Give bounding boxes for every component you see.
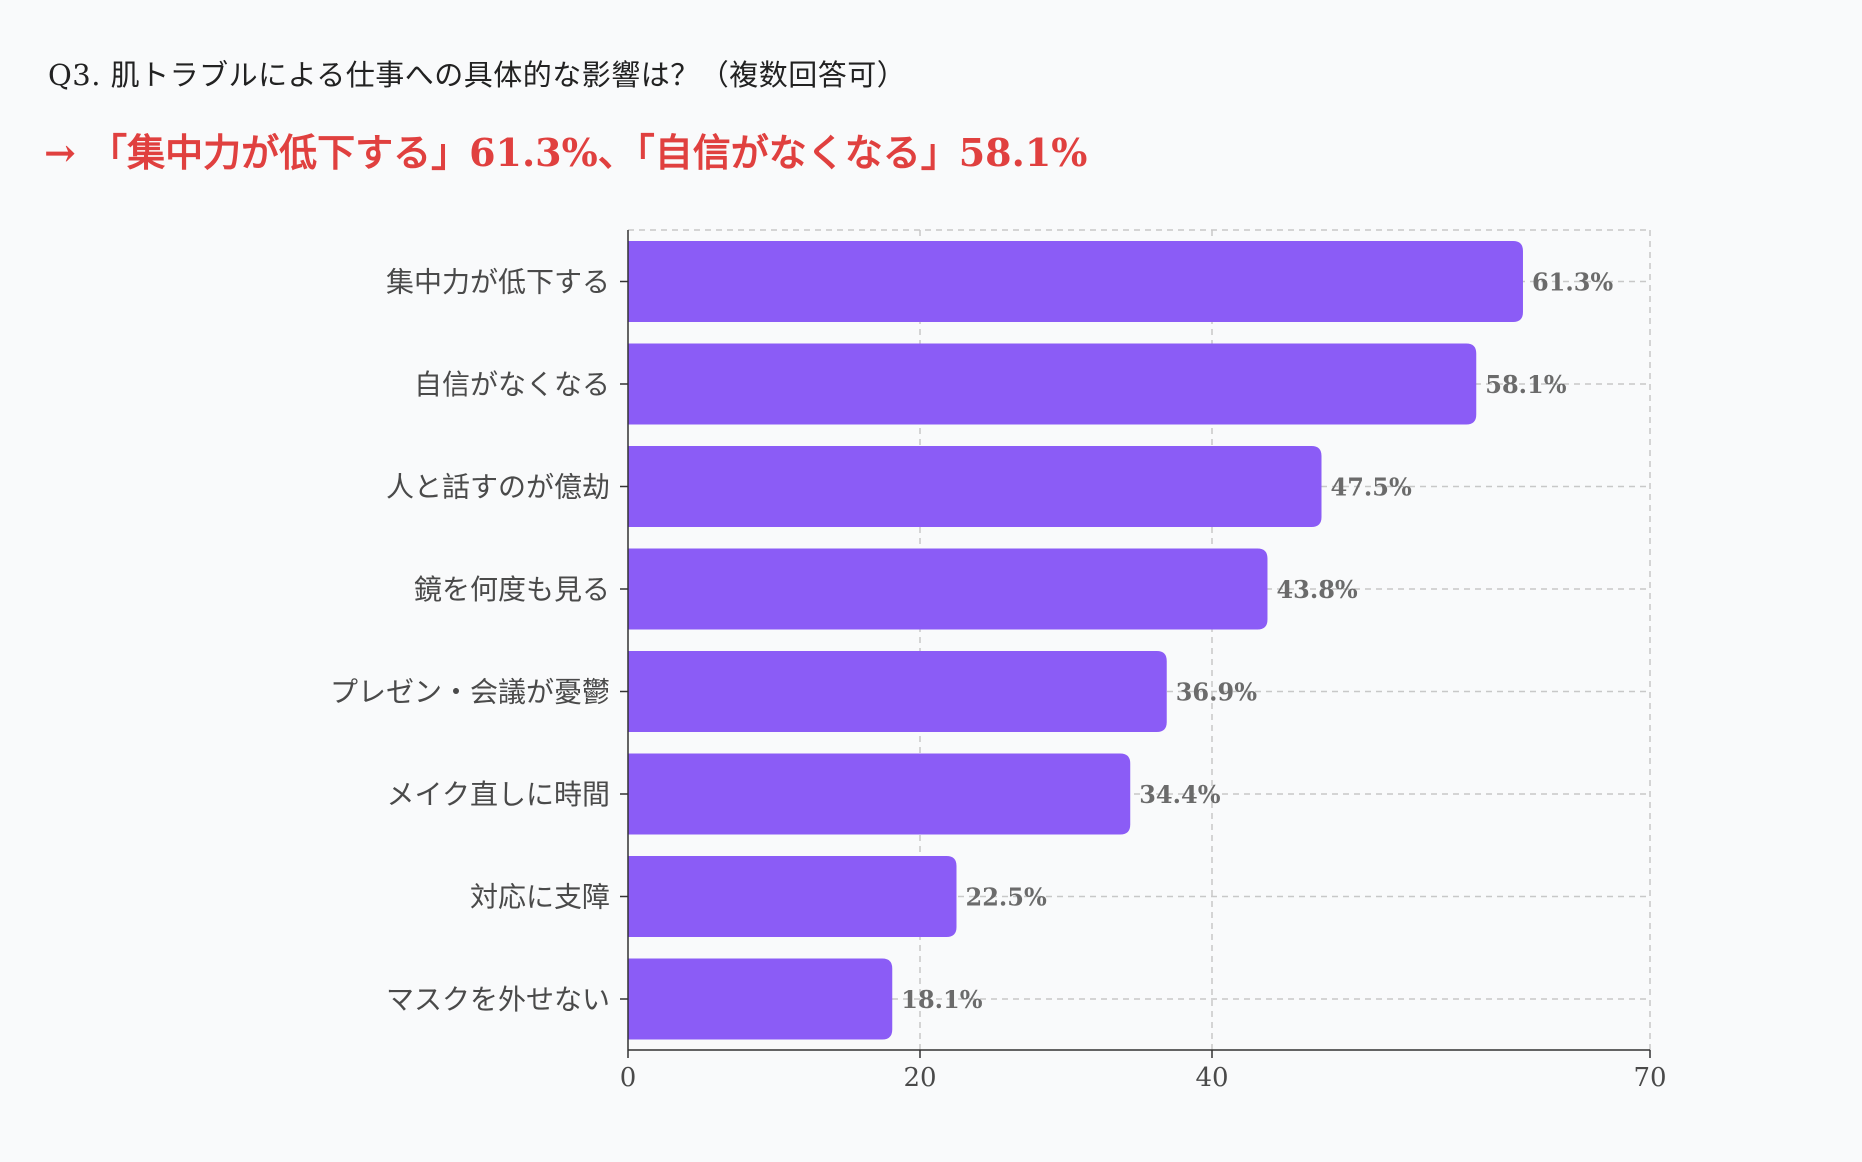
value-label: 61.3% bbox=[1532, 268, 1613, 297]
category-label: 人と話すのが億劫 bbox=[386, 471, 610, 504]
value-label: 47.5% bbox=[1331, 473, 1412, 502]
bar bbox=[628, 343, 1477, 425]
category-label: 自信がなくなる bbox=[414, 368, 610, 401]
chart-headline: → 「集中力が低下する」61.3%、「自信がなくなる」58.1% bbox=[44, 130, 1088, 175]
x-tick-label: 20 bbox=[903, 1063, 936, 1093]
value-label: 22.5% bbox=[966, 883, 1047, 912]
bar bbox=[628, 548, 1268, 630]
value-label: 36.9% bbox=[1176, 678, 1257, 707]
bar bbox=[628, 446, 1322, 527]
value-label: 58.1% bbox=[1485, 370, 1566, 399]
x-tick-label: 0 bbox=[620, 1063, 637, 1093]
category-label: 集中力が低下する bbox=[386, 266, 610, 299]
bar bbox=[628, 651, 1167, 732]
x-tick-label: 40 bbox=[1195, 1063, 1228, 1093]
x-tick-label: 70 bbox=[1633, 1063, 1666, 1093]
bar bbox=[628, 753, 1131, 835]
bar bbox=[628, 241, 1523, 322]
category-label: マスクを外せない bbox=[386, 983, 610, 1016]
value-label: 18.1% bbox=[901, 985, 982, 1014]
category-label: 鏡を何度も見る bbox=[414, 573, 610, 606]
category-label: 対応に支障 bbox=[470, 881, 610, 914]
bar bbox=[628, 958, 893, 1040]
value-label: 34.4% bbox=[1139, 780, 1220, 809]
category-label: プレゼン・会議が憂鬱 bbox=[330, 676, 610, 709]
value-label: 43.8% bbox=[1276, 575, 1357, 604]
bar bbox=[628, 856, 957, 937]
category-label: メイク直しに時間 bbox=[387, 778, 610, 811]
chart-question-title: Q3. 肌トラブルによる仕事への具体的な影響は？（複数回答可） bbox=[48, 58, 907, 92]
